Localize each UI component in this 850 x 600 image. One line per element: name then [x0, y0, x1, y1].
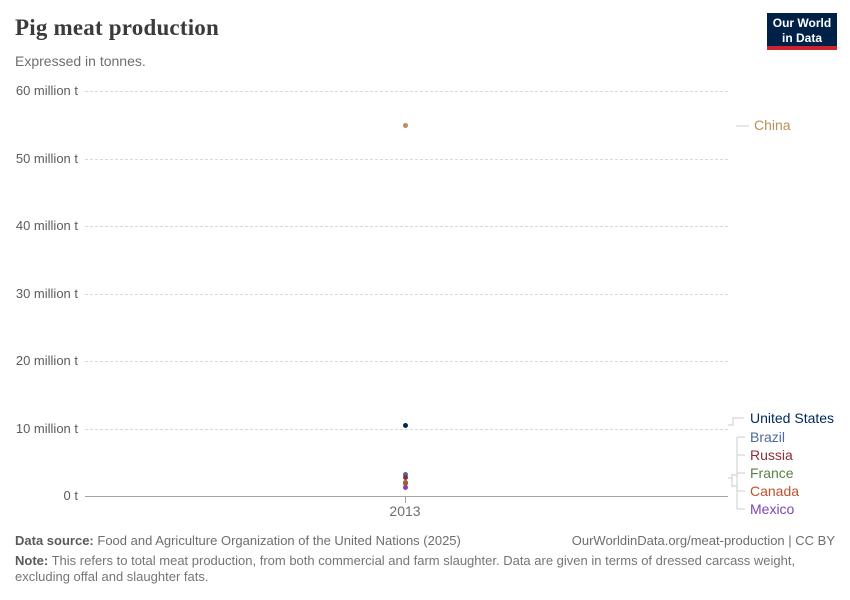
footnote-label: Note: [15, 553, 49, 568]
footnote: Note: This refers to total meat producti… [15, 553, 815, 585]
owid-logo-line2: in Data [781, 31, 822, 45]
owid-logo[interactable]: Our World in Data [767, 13, 837, 50]
data-source-label: Data source: [15, 533, 94, 548]
data-point-russia[interactable] [403, 475, 408, 480]
legend-label-brazil[interactable]: Brazil [750, 429, 786, 445]
y-axis-tick-label: 10 million t [15, 421, 78, 436]
data-point-united-states[interactable] [403, 423, 408, 428]
data-point-china[interactable] [403, 123, 408, 128]
y-axis-tick-label: 50 million t [15, 151, 78, 166]
gridline [85, 226, 728, 227]
y-axis-tick-label: 20 million t [15, 353, 78, 368]
chart-footer: Data source: Food and Agriculture Organi… [15, 533, 835, 585]
legend-label-china[interactable]: China [754, 117, 791, 133]
y-axis-tick-label: 0 t [63, 488, 78, 503]
y-axis-tick-label: 60 million t [15, 83, 78, 98]
gridline [85, 159, 728, 160]
gridline [85, 429, 728, 430]
x-axis-tick [405, 496, 406, 503]
legend-label-russia[interactable]: Russia [750, 447, 793, 463]
owid-logo-line1: Our World [772, 16, 832, 30]
data-source-line: Data source: Food and Agriculture Organi… [15, 533, 461, 548]
data-point-canada[interactable] [403, 481, 408, 486]
x-axis-line [85, 496, 728, 497]
legend-label-united-states[interactable]: United States [750, 410, 835, 426]
data-point-mexico[interactable] [403, 485, 408, 490]
legend-label-canada[interactable]: Canada [750, 483, 800, 499]
data-source-value: Food and Agriculture Organization of the… [97, 533, 461, 548]
data-point-brazil[interactable] [403, 472, 408, 477]
gridline [85, 91, 728, 92]
chart-title: Pig meat production [15, 15, 219, 40]
gridline [85, 294, 728, 295]
y-axis-tick-label: 40 million t [15, 218, 78, 233]
legend-label-mexico[interactable]: Mexico [750, 501, 795, 517]
gridline [85, 361, 728, 362]
x-axis-tick-label: 2013 [389, 503, 421, 519]
chart-subtitle: Expressed in tonnes. [15, 53, 146, 69]
license-link[interactable]: OurWorldinData.org/meat-production | CC … [571, 533, 835, 548]
footnote-value: This refers to total meat production, fr… [15, 553, 796, 584]
legend-label-france[interactable]: France [750, 465, 794, 481]
y-axis-tick-label: 30 million t [15, 286, 78, 301]
